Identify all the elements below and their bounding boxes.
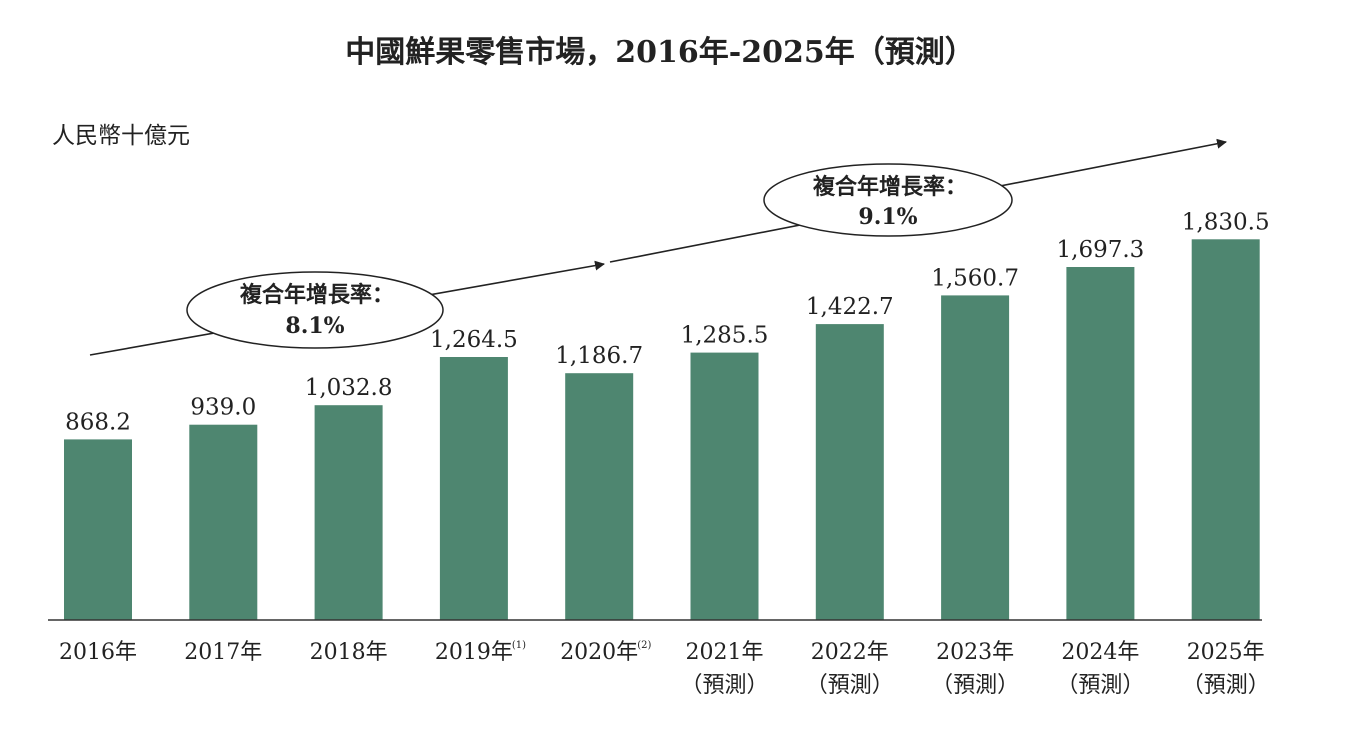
value-label: 1,186.7	[555, 343, 643, 369]
bar-2018年	[314, 405, 383, 620]
unit-label: 人民幣十億元	[52, 123, 190, 149]
chart-title: 中國鮮果零售市場，2016年-2025年（預測）	[345, 35, 974, 70]
value-label: 868.2	[65, 409, 131, 435]
cagr-annotation-1: 複合年增長率： 8.1%	[186, 271, 444, 349]
bar-2019年	[439, 357, 508, 620]
bar-2020年	[565, 373, 634, 620]
bar-2025年	[1191, 239, 1260, 621]
cagr-value-2: 9.1%	[858, 204, 917, 230]
tick-label-group: 2016年 2017年 2018年 2019年 (1) 2020年 (2) 2021年 （預測）…	[59, 640, 1270, 698]
bar-2016年	[64, 439, 132, 620]
x-tick-label: 2021年	[686, 640, 764, 665]
x-tick-label: 2022年	[811, 640, 889, 665]
value-label: 939.0	[190, 395, 256, 421]
x-tick-label: 2016年	[59, 640, 137, 665]
x-tick-label: 2025年	[1187, 640, 1265, 665]
value-label: 1,830.5	[1182, 209, 1270, 235]
cagr-label-1: 複合年增長率：	[240, 282, 394, 308]
x-tick-sublabel: （預測）	[1182, 673, 1270, 698]
bar-2022年	[815, 324, 884, 620]
x-tick-footnote: (2)	[637, 640, 651, 651]
value-label-group: 868.2 939.0 1,032.8 1,264.5 1,186.7 1,285.5 1,…	[65, 209, 1270, 435]
value-label: 1,697.3	[1057, 237, 1145, 263]
x-tick-label: 2023年	[936, 640, 1014, 665]
value-label: 1,032.8	[305, 375, 393, 401]
cagr-annotation-2: 複合年增長率： 9.1%	[763, 163, 1013, 237]
bar-2024年	[1066, 267, 1135, 620]
x-tick-label: 2017年	[184, 640, 262, 665]
x-tick-footnote: (1)	[512, 640, 526, 651]
x-tick-label: 2020年	[560, 640, 638, 665]
value-label: 1,422.7	[806, 294, 894, 320]
x-tick-label: 2024年	[1061, 640, 1139, 665]
x-tick-label: 2019年	[435, 640, 513, 665]
cagr-bubble-2	[763, 163, 1013, 237]
x-tick-sublabel: （預測）	[1056, 673, 1144, 698]
value-label: 1,560.7	[931, 265, 1019, 291]
cagr-label-2: 複合年增長率：	[813, 174, 967, 200]
bar-2017年	[189, 424, 258, 620]
x-tick-sublabel: （預測）	[680, 673, 768, 698]
cagr-bubble-1	[186, 271, 444, 349]
x-tick-label: 2018年	[310, 640, 388, 665]
bar-2021年	[690, 352, 759, 620]
bar-group	[64, 239, 1260, 621]
bar-2023年	[941, 295, 1010, 620]
cagr-value-1: 8.1%	[285, 313, 344, 339]
x-tick-sublabel: （預測）	[806, 673, 894, 698]
x-tick-sublabel: （預測）	[931, 673, 1019, 698]
value-label: 1,264.5	[430, 327, 518, 353]
value-label: 1,285.5	[681, 323, 769, 349]
